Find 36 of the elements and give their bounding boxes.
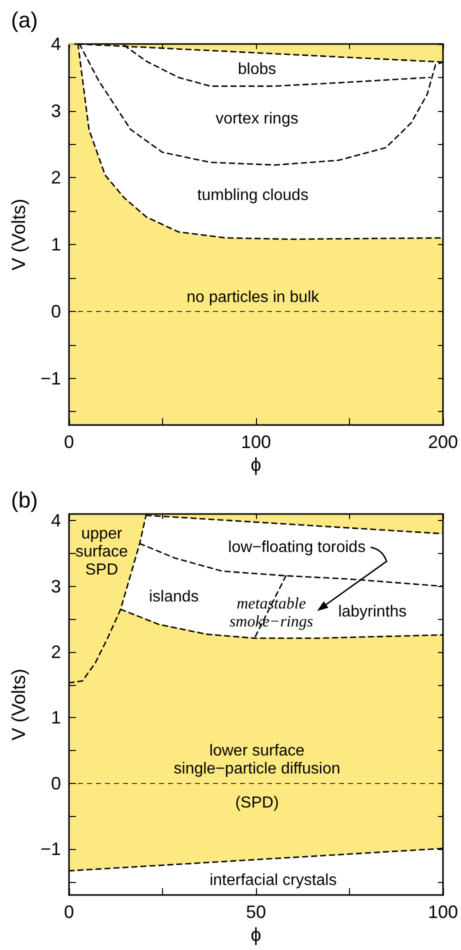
annotation: low−floating toroids: [228, 538, 366, 556]
x-tick-label: 50: [246, 902, 266, 922]
y-tick-label: 2: [50, 168, 61, 188]
chart-title: (b): [11, 488, 38, 512]
annotation: (SPD): [235, 794, 279, 812]
y-tick-label: −1: [40, 839, 61, 860]
annotation: blobs: [238, 61, 276, 78]
x-axis-title: ϕ: [250, 925, 262, 946]
y-axis-title: V (Volts): [9, 198, 30, 270]
y-tick-label: 0: [50, 301, 61, 322]
annotation: upper surface SPD: [75, 526, 128, 579]
y-tick-label: 1: [50, 708, 61, 728]
y-tick-label: 3: [50, 100, 61, 121]
annotation: vortex rings: [216, 110, 298, 128]
annotation: no particles in bulk: [186, 288, 320, 306]
annotation: labyrinths: [338, 604, 407, 621]
x-tick-label: 100: [240, 432, 272, 452]
x-tick-label: 0: [64, 432, 74, 452]
x-tick-label: 100: [428, 902, 458, 922]
x-tick-label: 0: [64, 902, 74, 922]
y-axis-title: V (Volts): [9, 668, 30, 740]
y-tick-label: 3: [50, 576, 61, 596]
annotation: interfacial crystals: [210, 872, 337, 890]
y-tick-label: −1: [40, 368, 61, 388]
x-axis-title: ϕ: [250, 455, 262, 476]
annotation: islands: [149, 588, 199, 606]
chart-title: (a): [11, 8, 38, 32]
y-tick-label: 1: [50, 234, 61, 255]
annotation: lower surface single−particle diffusion: [174, 742, 340, 778]
x-tick-label: 200: [428, 432, 458, 452]
annotation: metastable smoke−rings: [229, 595, 314, 630]
y-tick-label: 2: [50, 642, 61, 662]
y-tick-label: 0: [50, 773, 61, 794]
annotation: tumbling clouds: [197, 187, 308, 204]
y-tick-label: 4: [50, 34, 61, 54]
y-tick-label: 4: [50, 510, 61, 531]
